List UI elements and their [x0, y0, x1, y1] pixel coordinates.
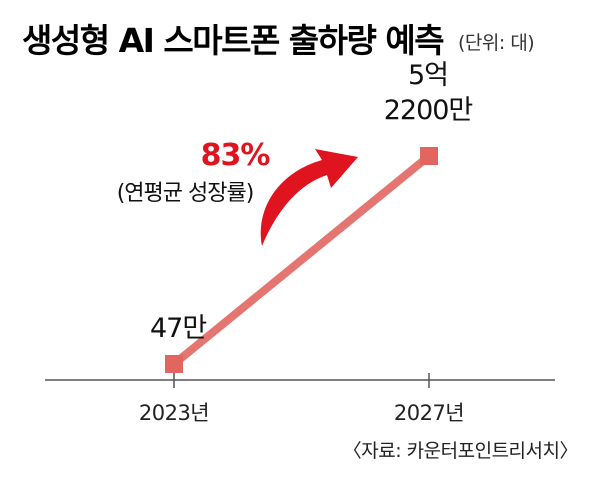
source-note: 〈자료: 카운터포인트리서치〉 — [343, 440, 578, 462]
data-label-2027-line1: 5억 — [408, 60, 448, 91]
unit-label: (단위: 대) — [458, 32, 534, 54]
data-label-2027-line2: 2200만 — [384, 95, 473, 126]
x-tick-label: 2023년 — [139, 401, 209, 425]
data-label-2023: 47만 — [150, 313, 206, 344]
chart-title: 생성형 AI 스마트폰 출하량 예측 — [22, 21, 444, 60]
data-point-2027 — [420, 147, 438, 165]
data-point-2023 — [165, 355, 183, 373]
x-tick-label: 2027년 — [394, 401, 464, 425]
growth-rate-value: 83% — [201, 138, 271, 173]
growth-arrow-icon — [260, 149, 358, 246]
series-line — [171, 152, 432, 368]
growth-rate-label: (연평균 성장률) — [117, 181, 254, 206]
